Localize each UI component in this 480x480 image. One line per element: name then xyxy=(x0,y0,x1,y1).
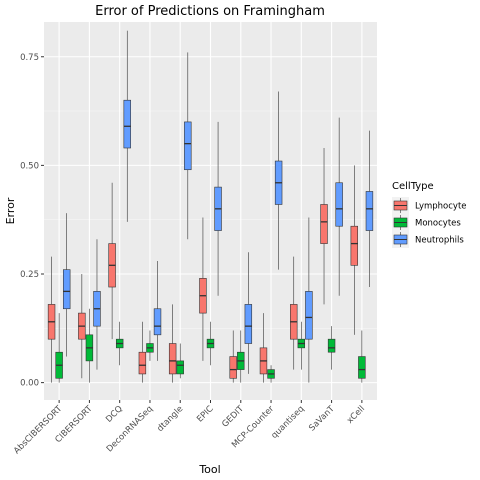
series-neutrophils xyxy=(62,30,374,383)
x-tick-label: quantiseq xyxy=(270,404,307,441)
y-axis-title: Error xyxy=(4,197,17,224)
y-tick-label: 0.50 xyxy=(20,161,39,171)
y-tick-label: 0.25 xyxy=(20,270,39,280)
box-body xyxy=(320,204,328,244)
box-lymphocyte-cibersort xyxy=(78,274,86,379)
box-body xyxy=(153,308,162,336)
box-neutrophils-savant xyxy=(335,117,343,296)
legend-label-lymphocyte: Lymphocyte xyxy=(415,202,467,212)
box-monocytes-mcp-counter xyxy=(267,365,275,383)
box-lymphocyte-dtangle xyxy=(168,304,177,383)
x-axis-title: Tool xyxy=(198,463,220,476)
box-body xyxy=(335,182,343,227)
box-neutrophils-gedit xyxy=(244,252,253,374)
box-neutrophils-dcq xyxy=(123,30,131,222)
box-body xyxy=(327,338,336,353)
x-tick-label: xCell xyxy=(345,404,367,426)
box-series xyxy=(47,30,374,383)
box-monocytes-gedit xyxy=(237,330,245,383)
box-body xyxy=(62,269,71,310)
box-lymphocyte-savant xyxy=(320,148,328,305)
box-body xyxy=(358,356,366,379)
box-body xyxy=(184,121,192,171)
box-neutrophils-epic xyxy=(214,121,222,296)
legend-title: CellType xyxy=(392,181,434,192)
box-monocytes-xcell xyxy=(358,330,366,383)
box-lymphocyte-xcell xyxy=(350,165,359,335)
box-neutrophils-mcp-counter xyxy=(274,91,283,270)
box-lymphocyte-epic xyxy=(199,217,207,361)
box-lymphocyte-abscibersort xyxy=(47,256,56,383)
y-axis: 0.00 0.25 0.50 0.75 xyxy=(20,53,44,389)
series-monocytes xyxy=(55,308,366,383)
legend-label-neutrophils: Neutrophils xyxy=(415,236,464,246)
box-neutrophils-abscibersort xyxy=(62,213,71,357)
box-monocytes-epic xyxy=(206,321,215,366)
box-lymphocyte-mcp-counter xyxy=(259,313,268,383)
x-tick-label: AbsCIBERSORT xyxy=(12,403,65,456)
box-body xyxy=(123,99,131,149)
box-monocytes-abscibersort xyxy=(55,313,63,383)
box-monocytes-savant xyxy=(327,326,336,370)
box-body xyxy=(176,360,184,375)
box-neutrophils-deconrnaseq xyxy=(153,260,162,361)
box-neutrophils-dtangle xyxy=(184,52,192,240)
box-body xyxy=(229,356,237,379)
box-monocytes-dcq xyxy=(115,321,124,366)
legend: CellType Lymphocyte Monocytes Neutrophils xyxy=(392,181,467,248)
box-lymphocyte-dcq xyxy=(108,182,116,340)
chart-title: Error of Predictions on Framingham xyxy=(95,4,325,19)
box-lymphocyte-deconrnaseq xyxy=(138,321,147,383)
x-tick-label: GEDIT xyxy=(220,403,246,429)
box-neutrophils-quantiseq xyxy=(305,217,313,383)
box-monocytes-deconrnaseq xyxy=(146,330,154,361)
box-monocytes-quantiseq xyxy=(297,321,306,370)
box-lymphocyte-gedit xyxy=(229,330,237,383)
y-tick-label: 0.00 xyxy=(20,379,39,389)
box-neutrophils-cibersort xyxy=(93,239,101,370)
box-body xyxy=(168,343,177,375)
box-monocytes-dtangle xyxy=(176,343,184,379)
box-body xyxy=(365,191,374,231)
box-body xyxy=(244,304,253,344)
box-body xyxy=(138,351,147,375)
series-lymphocyte xyxy=(47,148,359,383)
x-tick-label: SaVanT xyxy=(307,403,337,433)
box-body xyxy=(305,291,313,340)
x-tick-label: dtangle xyxy=(155,404,185,434)
x-tick-label: DCQ xyxy=(104,404,125,425)
x-tick-label: EPIC xyxy=(195,404,216,425)
legend-label-monocytes: Monocytes xyxy=(415,219,461,229)
box-lymphocyte-quantiseq xyxy=(290,256,298,370)
y-tick-label: 0.75 xyxy=(20,53,39,63)
box-neutrophils-xcell xyxy=(365,130,374,288)
box-monocytes-cibersort xyxy=(85,308,94,383)
box-body xyxy=(350,225,359,266)
